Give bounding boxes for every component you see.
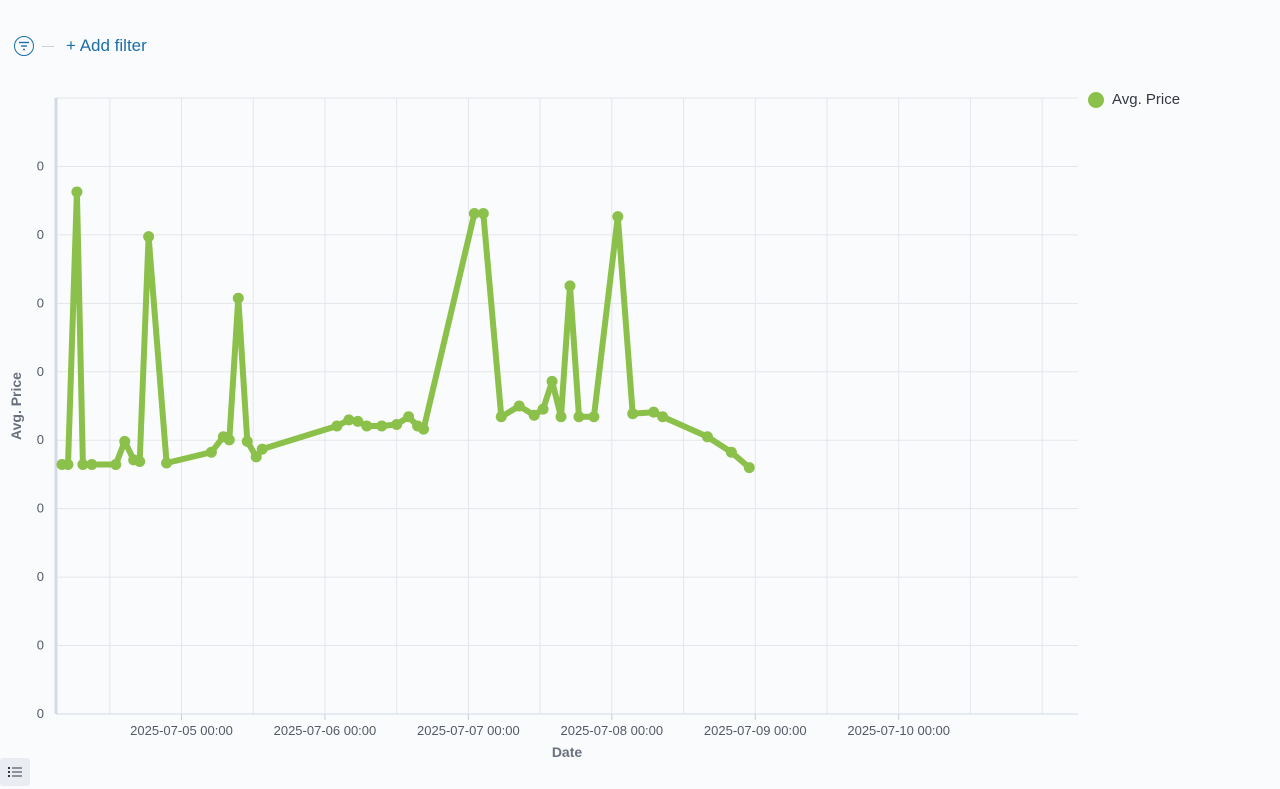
x-tick-label: 2025-07-07 00:00 (417, 723, 520, 738)
data-point (361, 420, 373, 432)
data-point (241, 435, 253, 447)
data-point (391, 418, 403, 430)
y-tick-label: 0 (37, 501, 44, 516)
series-line (59, 188, 753, 471)
y-tick-label: 0 (37, 638, 44, 653)
x-tick-label: 2025-07-06 00:00 (274, 723, 377, 738)
data-point (588, 411, 600, 423)
y-tick-label: 0 (37, 706, 44, 721)
filter-separator (42, 45, 54, 47)
data-point (343, 414, 355, 426)
y-tick-label: 0 (37, 569, 44, 584)
data-point (573, 411, 585, 423)
x-tick-label: 2025-07-05 00:00 (130, 723, 233, 738)
data-point (743, 462, 755, 474)
data-point (134, 455, 146, 467)
data-point (71, 186, 83, 198)
data-point (627, 408, 639, 420)
data-point (331, 420, 343, 432)
x-tick-label: 2025-07-08 00:00 (560, 723, 663, 738)
y-tick-label: 0 (37, 158, 44, 173)
filter-icon[interactable] (14, 36, 34, 56)
x-tick-label: 2025-07-10 00:00 (847, 723, 950, 738)
y-tick-label: 0 (37, 432, 44, 447)
data-point (352, 415, 364, 427)
data-point (725, 446, 737, 458)
y-axis-title: Avg. Price (8, 372, 24, 440)
data-point (376, 420, 388, 432)
data-point (403, 411, 415, 423)
data-point (256, 443, 268, 455)
data-point (62, 459, 74, 471)
data-point (143, 231, 155, 243)
data-point (537, 403, 549, 415)
data-point (110, 459, 122, 471)
data-point (477, 208, 489, 219)
x-axis-title: Date (552, 744, 583, 760)
data-point (528, 409, 540, 421)
y-tick-label: 0 (37, 227, 44, 242)
data-point (161, 457, 173, 469)
data-point (77, 459, 89, 471)
y-tick-label: 0 (37, 364, 44, 379)
list-icon[interactable] (0, 758, 30, 786)
data-point (555, 411, 567, 423)
data-point (648, 406, 660, 418)
data-point (612, 211, 624, 223)
filter-bar: + Add filter (14, 34, 147, 58)
data-point (564, 280, 576, 292)
data-point (495, 411, 507, 423)
data-point (468, 208, 480, 219)
data-point (657, 411, 669, 423)
add-filter-button[interactable]: + Add filter (66, 36, 147, 55)
y-tick-label: 0 (37, 295, 44, 310)
data-point (119, 435, 131, 447)
x-tick-label: 2025-07-09 00:00 (704, 723, 807, 738)
data-point (418, 423, 430, 435)
legend-label: Avg. Price (1112, 91, 1181, 108)
legend-item-avg-price[interactable]: Avg. Price (1088, 91, 1180, 108)
data-point (86, 459, 98, 471)
legend-swatch (1088, 91, 1104, 108)
data-point (250, 451, 262, 463)
data-point (223, 434, 235, 446)
data-point (513, 400, 525, 412)
data-point (232, 292, 244, 304)
data-point (701, 431, 713, 443)
data-point (546, 375, 558, 387)
data-point (205, 446, 217, 458)
